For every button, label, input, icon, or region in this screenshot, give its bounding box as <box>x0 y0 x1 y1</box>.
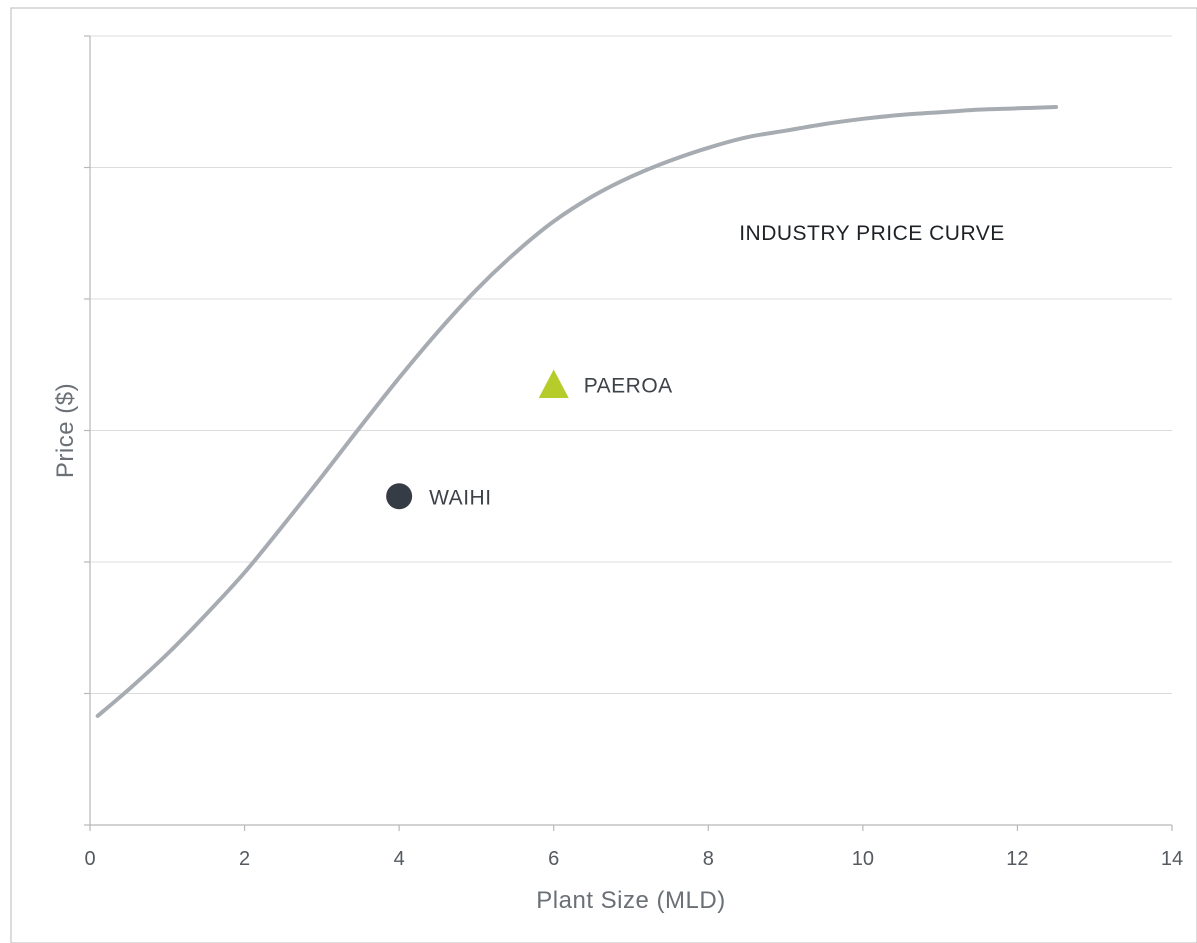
industry-price-curve-label: INDUSTRY PRICE CURVE <box>739 222 1005 245</box>
x-tick-label-4: 4 <box>394 848 405 870</box>
x-tick-label-0: 0 <box>84 848 95 870</box>
industry-price-curve-line <box>95 105 1059 718</box>
x-tick-label-6: 6 <box>548 848 559 870</box>
paeroa-point-marker <box>538 369 569 398</box>
x-axis-ticks: 0 2 4 6 8 10 12 14 <box>84 825 1183 870</box>
y-axis-title: Price ($) <box>52 383 79 478</box>
chart-frame <box>10 7 1197 943</box>
y-axis-ticks <box>84 35 90 826</box>
x-tick-label-10: 10 <box>852 848 874 870</box>
x-axis-title: Plant Size (MLD) <box>536 887 725 914</box>
waihi-point-marker <box>386 483 413 510</box>
waihi-point-label: WAIHI <box>429 486 491 509</box>
x-tick-label-8: 8 <box>703 848 714 870</box>
gridlines <box>90 35 1172 694</box>
paeroa-point-label: PAEROA <box>584 374 673 397</box>
x-tick-label-12: 12 <box>1006 848 1028 870</box>
x-tick-label-2: 2 <box>239 848 250 870</box>
x-tick-label-14: 14 <box>1161 848 1183 870</box>
data-points: WAIHI PAEROA <box>386 369 673 510</box>
